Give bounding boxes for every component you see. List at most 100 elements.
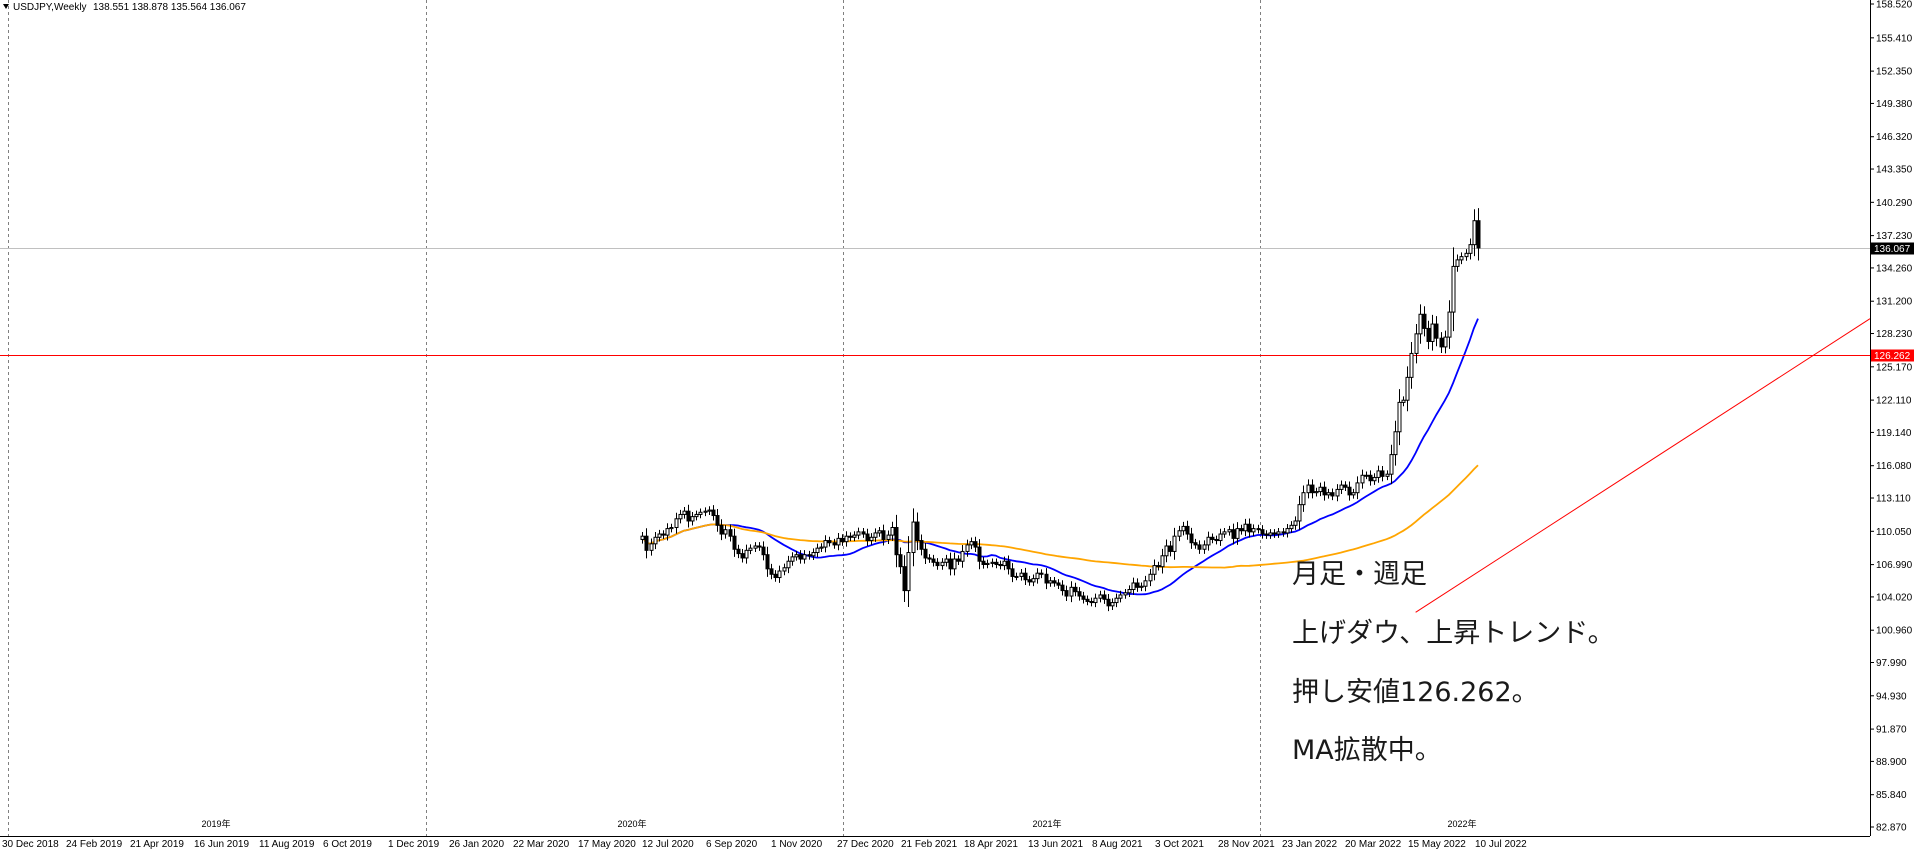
candle: [1168, 541, 1173, 557]
candle: [844, 531, 849, 547]
time-tick-label: 23 Jan 2022: [1282, 839, 1337, 850]
candle-body-bull: [1393, 431, 1398, 456]
candle: [715, 509, 720, 532]
candle-body-bear: [919, 540, 924, 550]
candle: [994, 558, 999, 569]
candle: [1160, 548, 1165, 574]
candle-body-bull: [1268, 532, 1273, 536]
candle: [815, 543, 820, 558]
candle: [653, 531, 658, 550]
year-label: 2020年: [617, 818, 646, 829]
candle-body-bull: [1276, 531, 1281, 535]
candle-body-bull: [940, 561, 945, 567]
price-tick-label: 100.960: [1876, 626, 1913, 637]
candle-body-bull: [786, 560, 791, 569]
candle: [1127, 585, 1132, 597]
time-tick-label: 22 Mar 2020: [513, 839, 570, 850]
candle: [1326, 488, 1331, 499]
candle: [1347, 481, 1352, 501]
candle: [678, 509, 683, 524]
candle-body-bear: [861, 531, 866, 535]
candle: [1056, 579, 1061, 589]
candle-body-bull: [1031, 578, 1036, 583]
candle-body-bull: [819, 546, 824, 549]
candle: [811, 548, 816, 560]
chart-header: USDJPY,Weekly 138.551 138.878 135.564 13…: [3, 2, 246, 13]
candle: [769, 563, 774, 580]
candle: [1439, 332, 1444, 353]
trendline[interactable]: [1415, 318, 1871, 613]
candle: [1156, 561, 1161, 571]
candle: [1318, 482, 1323, 497]
candle: [981, 557, 986, 569]
candle-body-bull: [1468, 244, 1473, 254]
candle-body-bull: [794, 554, 799, 558]
candle-body-bull: [1206, 536, 1211, 546]
candle-body-bull: [748, 547, 753, 551]
candle: [890, 521, 895, 541]
candle-body-bull: [1385, 473, 1390, 477]
candle: [919, 534, 924, 556]
candle-body-bear: [902, 566, 907, 592]
candle: [923, 543, 928, 565]
candle: [1210, 533, 1215, 544]
candle-body-bear: [1347, 486, 1352, 496]
candle: [1276, 528, 1281, 538]
candle-body-bull: [1389, 454, 1394, 475]
price-tick-label: 110.050: [1876, 527, 1912, 538]
candle-body-bull: [1472, 220, 1477, 246]
candle: [1010, 563, 1015, 583]
menu-triangle-icon[interactable]: [3, 4, 9, 9]
candle: [973, 536, 978, 553]
candle: [881, 524, 886, 546]
candle: [1023, 567, 1028, 586]
candle: [1027, 575, 1032, 586]
candle-body-bull: [678, 513, 683, 520]
candle: [1389, 444, 1394, 485]
candle-body-bull: [1418, 313, 1423, 335]
candle-body-bull: [777, 570, 782, 579]
candle: [1426, 320, 1431, 350]
candle: [661, 530, 666, 539]
candle: [1106, 593, 1111, 612]
price-tick-label: 104.020: [1876, 592, 1913, 603]
candle-body-bull: [844, 535, 849, 543]
candle: [1385, 470, 1390, 481]
candle: [1214, 535, 1219, 545]
candle: [761, 541, 766, 561]
ma-fast-line[interactable]: [641, 318, 1479, 596]
candle-body-bull: [1464, 252, 1469, 258]
candle: [1339, 480, 1344, 494]
candle-body-bull: [1455, 259, 1460, 267]
candle: [1172, 527, 1177, 560]
candle-body-bear: [1039, 572, 1044, 575]
candle: [977, 539, 982, 570]
candle: [1434, 316, 1439, 347]
candle: [1405, 366, 1410, 412]
candle-body-bull: [906, 552, 911, 592]
candle: [1077, 587, 1082, 601]
candle-body-bear: [1081, 595, 1086, 600]
candle-body-bull: [1118, 594, 1123, 599]
candle: [869, 533, 874, 545]
candle-body-bull: [969, 541, 974, 546]
moving-averages: [641, 318, 1479, 596]
time-tick-label: 12 Jul 2020: [642, 839, 694, 850]
year-label: 2022年: [1447, 818, 1476, 829]
ma-slow-line[interactable]: [641, 464, 1479, 569]
time-tick-label: 3 Oct 2021: [1155, 839, 1204, 850]
candle-body-bear: [894, 526, 899, 556]
candle-body-bull: [669, 526, 674, 530]
candle: [1443, 330, 1448, 354]
candle-body-bear: [1073, 586, 1078, 593]
candle-body-bear: [1439, 337, 1444, 348]
candle-body-bull: [852, 534, 857, 538]
candle-body-bear: [1010, 568, 1015, 577]
candle-body-bear: [923, 548, 928, 559]
candle: [757, 542, 762, 551]
candle-body-bear: [1322, 486, 1327, 496]
candle: [1143, 575, 1148, 592]
time-tick-label: 17 May 2020: [578, 839, 636, 850]
candle-body-bull: [952, 558, 957, 570]
candle-body-bull: [1227, 529, 1232, 533]
